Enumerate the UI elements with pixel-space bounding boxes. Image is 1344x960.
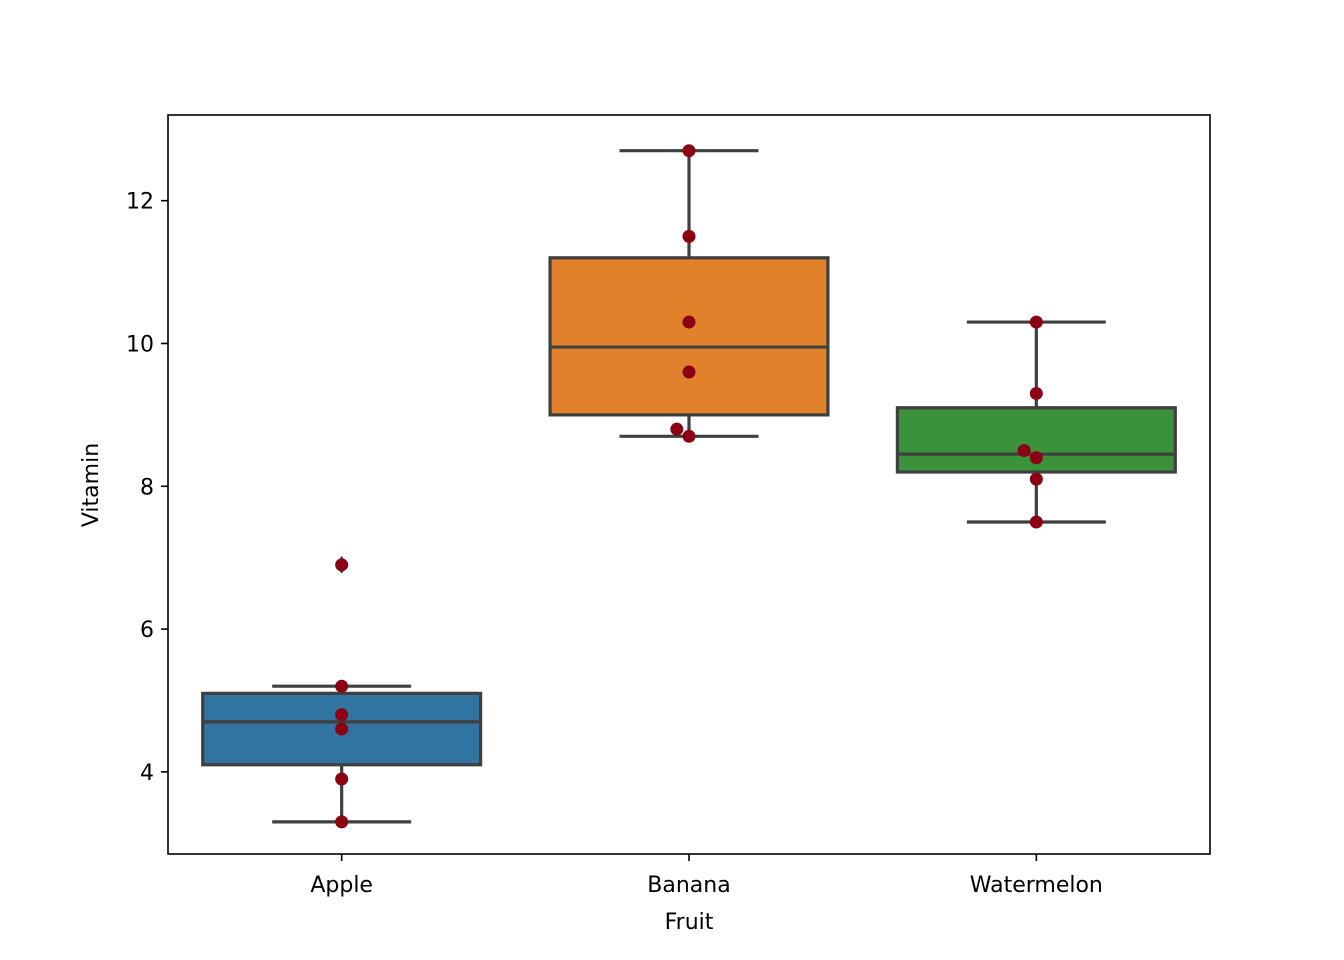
data-point [1029, 451, 1043, 465]
y-tick-label: 4 [140, 761, 154, 786]
data-point [682, 315, 696, 329]
data-point [335, 708, 349, 722]
iqr-box [548, 256, 830, 417]
x-axis-label: Fruit [665, 910, 714, 935]
points-layer [335, 144, 1043, 829]
x-tick-label: Banana [647, 873, 730, 898]
data-point [682, 229, 696, 243]
y-tick-label: 6 [140, 618, 154, 643]
x-axis: Apple Banana Watermelon [310, 854, 1103, 898]
x-tick-label: Watermelon [970, 873, 1103, 898]
data-point [670, 422, 684, 436]
data-point [335, 722, 349, 736]
box-banana [548, 149, 830, 438]
y-axis-label: Vitamin [79, 443, 104, 527]
y-axis: 4 6 8 10 12 [126, 190, 168, 786]
y-tick-label: 8 [140, 475, 154, 500]
data-point [682, 429, 696, 443]
data-point [335, 679, 349, 693]
data-point [1029, 472, 1043, 486]
data-point [1029, 515, 1043, 529]
data-point [682, 144, 696, 158]
data-point [682, 365, 696, 379]
y-tick-label: 10 [126, 332, 154, 357]
data-point [335, 558, 349, 572]
y-tick-label: 12 [126, 190, 154, 215]
data-point [1029, 386, 1043, 400]
data-point [335, 772, 349, 786]
x-tick-label: Apple [310, 873, 373, 898]
data-point [1017, 444, 1031, 458]
data-point [335, 815, 349, 829]
data-point [1029, 315, 1043, 329]
